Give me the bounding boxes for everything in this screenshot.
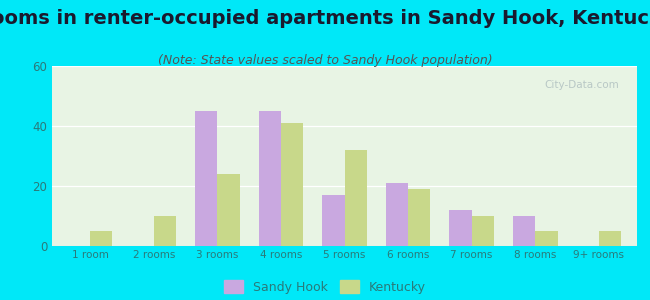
- Bar: [90, 231, 112, 246]
- Bar: [322, 195, 344, 246]
- Bar: [408, 189, 430, 246]
- Bar: [386, 183, 408, 246]
- Bar: [599, 231, 621, 246]
- Bar: [154, 216, 176, 246]
- Bar: [259, 111, 281, 246]
- Bar: [513, 216, 535, 246]
- Bar: [535, 231, 558, 246]
- Bar: [195, 111, 217, 246]
- Bar: [449, 210, 472, 246]
- Bar: [281, 123, 303, 246]
- Bar: [472, 216, 494, 246]
- Bar: [217, 174, 240, 246]
- Text: Rooms in renter-occupied apartments in Sandy Hook, Kentucky: Rooms in renter-occupied apartments in S…: [0, 9, 650, 28]
- Bar: [344, 150, 367, 246]
- Text: (Note: State values scaled to Sandy Hook population): (Note: State values scaled to Sandy Hook…: [158, 54, 492, 67]
- Text: City-Data.com: City-Data.com: [545, 80, 619, 90]
- Legend: Sandy Hook, Kentucky: Sandy Hook, Kentucky: [224, 280, 426, 294]
